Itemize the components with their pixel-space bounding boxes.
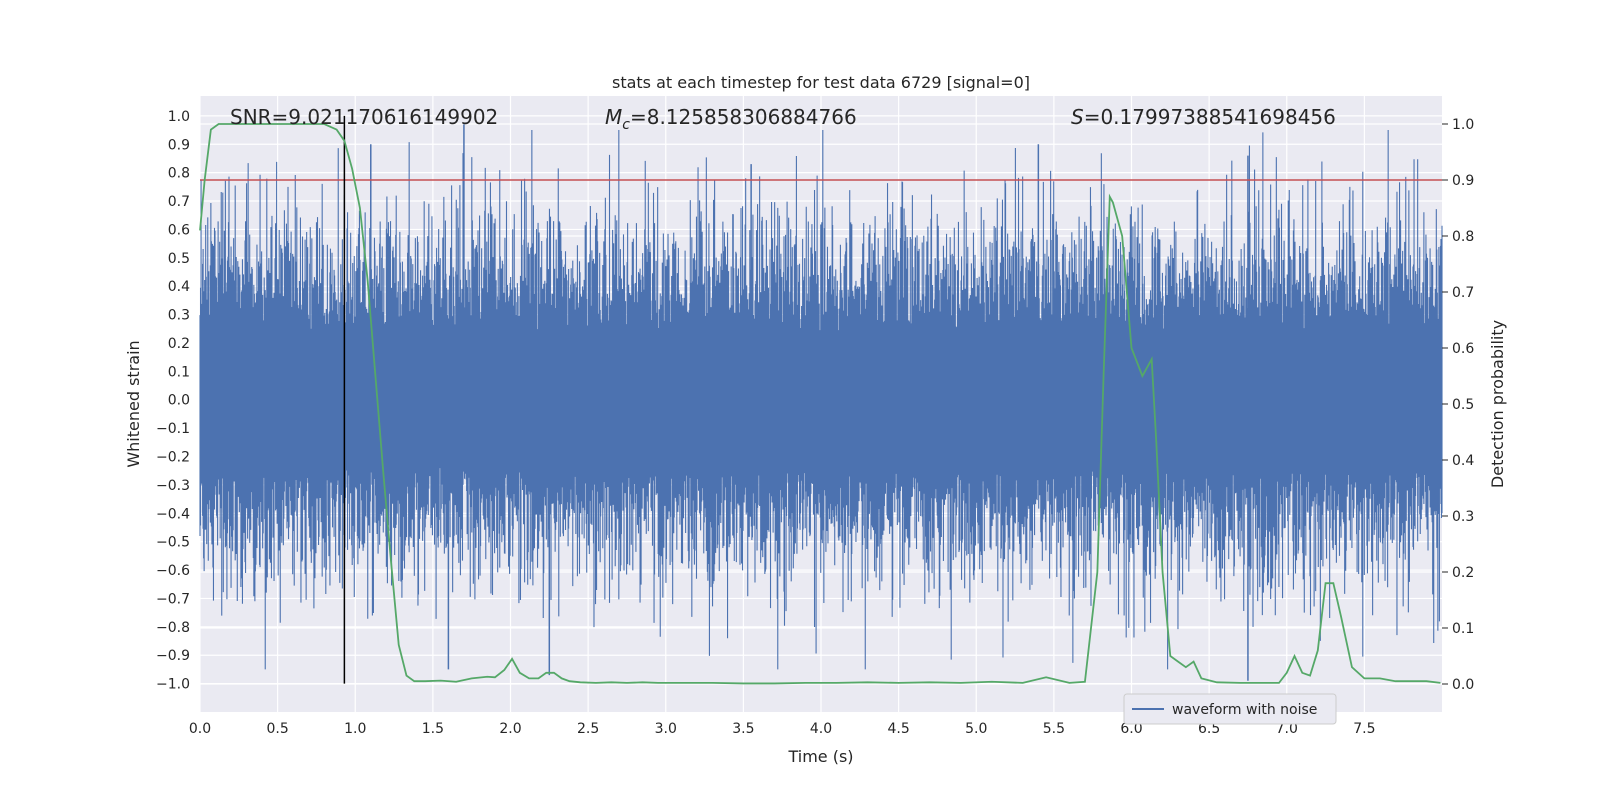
y-right-tick-label: 0.8 [1452,229,1474,245]
y-right-axis-label: Detection probability [1488,320,1507,488]
y-right-tick-label: 0.6 [1452,341,1474,357]
chart-title: stats at each timestep for test data 672… [612,73,1030,92]
y-left-axis-label: Whitened strain [124,340,143,467]
y-right-tick-label: 0.7 [1452,285,1474,301]
x-tick-label: 1.0 [344,721,366,737]
y-right-tick-label: 0.1 [1452,621,1474,637]
y-left-tick-label: −0.3 [156,478,190,494]
x-axis-ticks: 0.0 0.5 1.0 1.5 2.0 2.5 3.0 3.5 4.0 4.5 5.0 5.5 6.0 6… [189,721,1376,737]
s-value: =0.17997388541698456 [1084,105,1336,129]
legend-box [1123,693,1337,725]
y-left-tick-label: 0.3 [168,308,190,324]
y-left-tick-label: 0.8 [168,166,190,182]
y-left-tick-label: 0.4 [168,279,190,295]
y-left-tick-label: 0.5 [168,251,190,267]
s-annotation: S=0.17997388541698456 [1071,105,1336,129]
x-tick-label: 4.0 [810,721,832,737]
y-left-tick-label: −0.4 [156,506,190,522]
y-left-tick-label: 0.7 [168,194,190,210]
x-tick-label: 5.5 [1043,721,1065,737]
x-tick-label: 6.5 [1198,721,1220,737]
x-tick-label: 6.0 [1120,721,1142,737]
legend-label: waveform with noise [1172,702,1317,718]
y-left-tick-label: 0.9 [168,137,190,153]
x-tick-label: 3.5 [732,721,754,737]
y-left-tick-label: −0.8 [156,620,190,636]
y-left-tick-label: 0.2 [168,336,190,352]
x-axis-label: Time (s) [787,747,853,766]
y-right-tick-label: 0.2 [1452,565,1474,581]
y-left-tick-label: −0.1 [156,421,190,437]
y-left-tick-label: −0.7 [156,591,190,607]
y-right-axis-ticks: 1.0 0.9 0.8 0.7 0.6 0.5 0.4 0.3 0.2 0.1 0.0 [1442,117,1474,693]
y-right-tick-label: 0.5 [1452,397,1474,413]
mc-subscript: c [622,117,630,133]
x-tick-label: 2.5 [577,721,599,737]
y-left-tick-label: −0.6 [156,563,190,579]
snr-annotation: SNR=9.021170616149902 [230,105,498,129]
mc-value: =8.125858306884766 [630,105,857,129]
y-left-tick-label: 0.1 [168,364,190,380]
x-tick-label: 0.0 [189,721,211,737]
y-right-tick-label: 0.3 [1452,509,1474,525]
y-left-tick-label: −0.9 [156,648,190,664]
y-left-tick-label: −0.5 [156,535,190,551]
y-right-tick-label: 0.0 [1452,677,1474,693]
x-tick-label: 4.5 [887,721,909,737]
probability-series [199,123,1441,685]
y-right-tick-label: 0.9 [1452,173,1474,189]
y-left-tick-label: −0.2 [156,450,190,466]
y-left-tick-label: 0.6 [168,222,190,238]
x-tick-label: 7.5 [1353,721,1375,737]
y-right-tick-label: 0.4 [1452,453,1474,469]
y-left-tick-label: 0.0 [168,393,190,409]
mc-symbol: M [605,105,622,129]
legend: waveform with noise [1123,693,1337,725]
y-left-axis-ticks: 1.0 0.9 0.8 0.7 0.6 0.5 0.4 0.3 0.2 0.1 0.0 −0.1 −0.… [156,109,190,693]
probability-line [199,123,1441,685]
x-tick-label: 7.0 [1276,721,1298,737]
x-tick-label: 1.5 [422,721,444,737]
x-tick-label: 0.5 [266,721,288,737]
x-tick-label: 2.0 [499,721,521,737]
waveform-series [199,124,1443,681]
y-left-tick-label: −1.0 [156,677,190,693]
y-right-tick-label: 1.0 [1452,117,1474,133]
x-tick-label: 3.0 [655,721,677,737]
s-symbol: S [1071,105,1084,129]
y-left-tick-label: 1.0 [168,109,190,125]
x-tick-label: 5.0 [965,721,987,737]
mc-annotation: Mc=8.125858306884766 [605,105,857,133]
